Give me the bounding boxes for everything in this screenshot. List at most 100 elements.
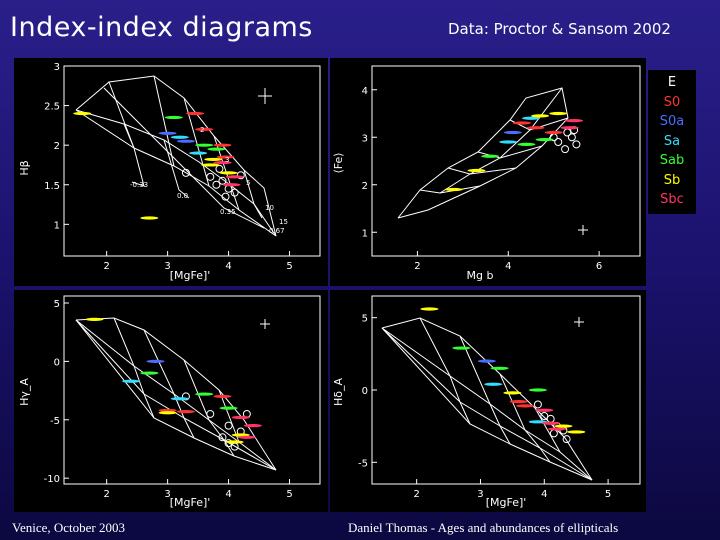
age-label-5: 5 (246, 179, 250, 187)
data-point-e (224, 421, 233, 430)
data-point-sbc (231, 415, 250, 420)
legend-entry-s0a: S0a (659, 114, 685, 129)
model-grid (75, 317, 277, 471)
y-tick-label: -5 (50, 416, 60, 427)
x-tick-label: 5 (286, 489, 292, 500)
x-tick-label: 2 (413, 489, 419, 500)
data-point-sa (528, 420, 547, 424)
plot-frame (371, 65, 641, 257)
ylabel: Hγ_A (18, 378, 31, 406)
data-point-sab (535, 138, 554, 142)
data-point-sbc (541, 421, 560, 425)
y-tick-label: 1 (362, 228, 368, 239)
data-point-sb (531, 114, 550, 118)
metal-label-035: 0.35 (220, 208, 236, 216)
data-point-sbc (243, 424, 262, 428)
data-point-sbc (560, 126, 579, 130)
model-grid (75, 75, 277, 237)
y-tick-label: 5 (362, 314, 368, 325)
data-point-e (181, 168, 190, 177)
data-point-sbc (548, 427, 567, 431)
x-tick-label: 4 (225, 261, 231, 272)
data-point-e (206, 172, 215, 181)
footer-venue: Venice, October 2003 (12, 520, 125, 535)
xlabel: [MgFe]' (170, 496, 211, 509)
age-label-2: 2 (200, 126, 204, 134)
y-tick-label: -5 (358, 458, 368, 469)
panel-fe-mgb: 2 4 6 1 2 3 4 Mg b ⟨Fe⟩ (330, 58, 646, 286)
error-cross (260, 319, 270, 329)
metal-label-067: 0.67 (269, 227, 285, 235)
data-point-sa (170, 397, 189, 401)
x-tick-label: 2 (103, 489, 109, 500)
legend-entry-s0: S0 (663, 94, 681, 110)
y-tick-label: 0 (54, 357, 60, 368)
x-tick-label: 2 (103, 261, 109, 272)
error-cross (574, 317, 584, 327)
data-point-e (562, 435, 571, 444)
data-point-s0 (213, 394, 232, 399)
data-point-sb (420, 307, 439, 311)
data-point-sa (484, 382, 503, 386)
metal-label-minus033: -0.33 (130, 181, 148, 189)
data-point-sab (481, 154, 500, 158)
data-point-sb (158, 411, 177, 415)
data-point-sbc (225, 175, 244, 179)
data-point-sab (207, 147, 226, 151)
data-point-s0 (176, 410, 195, 414)
data-point-e (533, 400, 542, 409)
data-point-sb (444, 187, 463, 192)
slide-title: Index-index diagrams (10, 12, 313, 43)
data-point-sb (201, 163, 220, 167)
legend-entry-sbc: Sbc (660, 192, 684, 207)
data-point-s0a (146, 359, 165, 363)
data-point-s0 (526, 126, 545, 130)
data-point-sab (140, 371, 159, 375)
data-point-e (212, 180, 221, 189)
legend-entry-sab: Sab (659, 153, 685, 168)
age-label-10: 10 (265, 204, 274, 212)
x-tick-label: 6 (596, 261, 602, 272)
data-point-sb (549, 111, 568, 116)
y-tick-label: 2 (54, 141, 60, 152)
data-point-sbc (213, 160, 232, 165)
data-point-e (230, 188, 239, 197)
data-point-s0 (544, 130, 563, 135)
data-point-sbc (237, 435, 256, 439)
chart-hdelta-mgfe: 2 3 4 5 5 0 -5 [MgFe]' Hδ_A (332, 295, 641, 509)
model-grid (381, 317, 593, 481)
data-point-e (540, 412, 549, 421)
y-tick-label: 3 (54, 62, 60, 73)
data-point-sa (122, 379, 141, 383)
data-point-sb (554, 424, 573, 428)
data-point-e (206, 409, 215, 418)
data-point-e (572, 140, 581, 149)
data-point-sb (567, 430, 586, 434)
data-point-e (554, 138, 563, 146)
data-point-sb (467, 168, 486, 173)
data-point-sab (490, 366, 509, 370)
y-tick-label: 1.5 (44, 181, 60, 192)
x-tick-label: 4 (541, 489, 547, 500)
data-point-sa (521, 116, 540, 120)
y-tick-label: 2 (362, 181, 368, 192)
data-point-s0 (195, 127, 214, 131)
age-label-3: 3 (225, 156, 229, 164)
data-point-sab (164, 115, 183, 120)
ylabel: Hβ (18, 160, 31, 175)
data-point-sbc (535, 408, 554, 412)
data-point-s0a (503, 130, 522, 135)
data-point-sb (219, 171, 238, 175)
chart-hbeta-mgfe: 2 3 4 5 1 1.5 2 2.5 3 2 3 5 10 15 -0.33 0.0 0.35… (18, 62, 321, 282)
chart-fe-mgb: 2 4 6 1 2 3 4 Mg b ⟨Fe⟩ (332, 65, 641, 282)
data-point-sb (85, 317, 104, 321)
y-tick-label: 2.5 (44, 102, 60, 113)
y-tick-label: 4 (362, 86, 368, 97)
error-cross (258, 88, 272, 104)
data-point-sab (517, 142, 536, 146)
data-point-s0a (477, 359, 496, 363)
x-tick-label: 3 (164, 489, 170, 500)
x-tick-label: 4 (225, 489, 231, 500)
data-point-s0 (509, 399, 528, 404)
x-tick-label: 2 (414, 261, 420, 272)
